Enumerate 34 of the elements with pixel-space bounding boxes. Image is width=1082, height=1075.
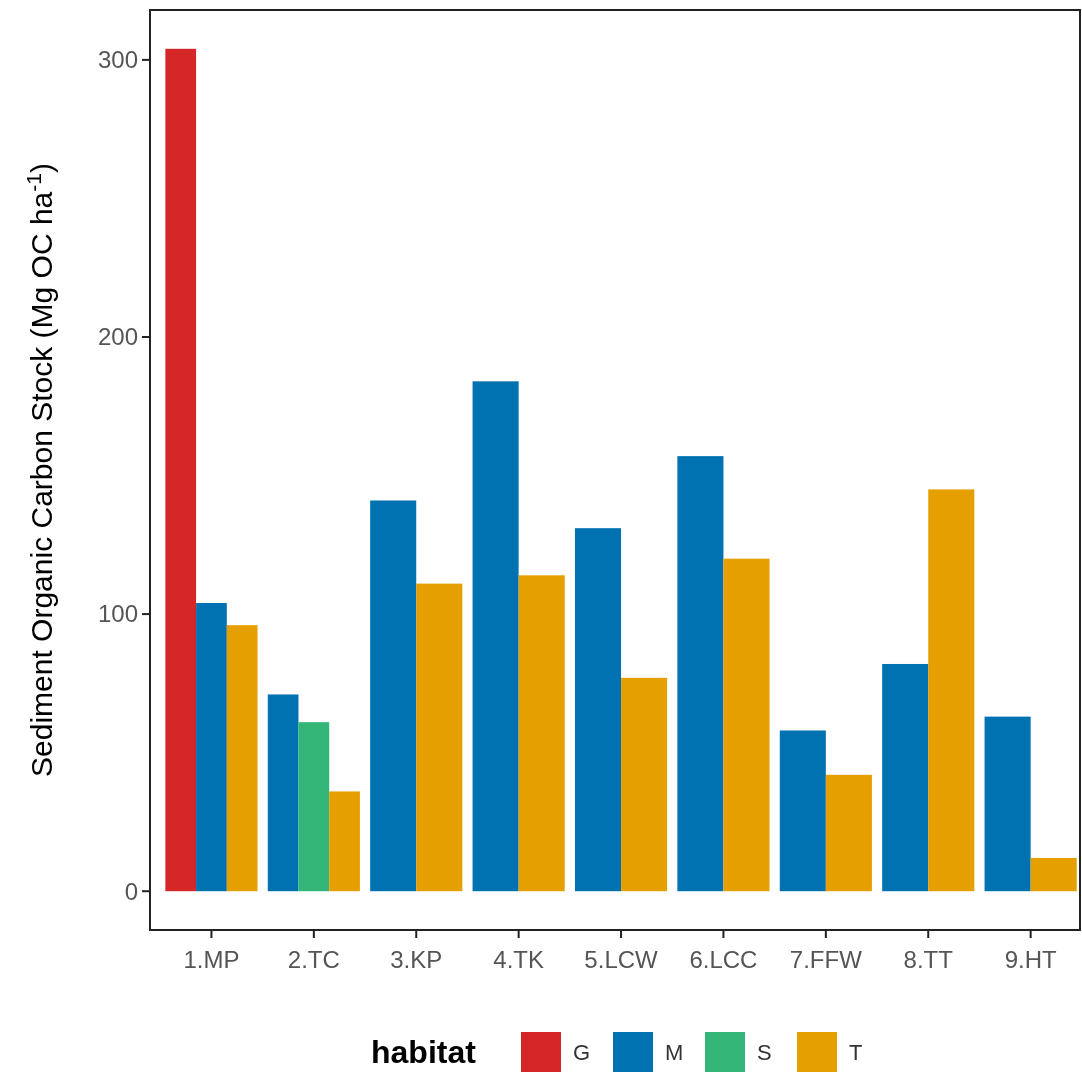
x-tick-label: 4.TK: [493, 946, 544, 973]
bar: [928, 489, 975, 892]
x-tick-label: 9.HT: [1004, 946, 1057, 973]
bar: [370, 500, 417, 892]
y-tick-label: 0: [124, 877, 138, 905]
bar: [677, 456, 724, 892]
y-tick-label: 100: [97, 600, 138, 628]
x-tick-label: 8.TT: [903, 946, 954, 973]
bar: [621, 677, 668, 892]
x-tick-label: 3.KP: [390, 946, 443, 973]
bar: [472, 381, 519, 892]
bar: [825, 774, 872, 892]
x-tick-label: 7.FFW: [789, 946, 863, 973]
bar: [298, 722, 330, 892]
legend-label: T: [849, 1039, 863, 1065]
legend-title: habitat: [371, 1034, 477, 1071]
bar: [165, 48, 197, 892]
bar: [723, 558, 770, 892]
bar: [416, 583, 463, 892]
legend-label: S: [757, 1039, 772, 1065]
x-tick-label: 1.MP: [183, 946, 240, 973]
y-tick-label: 300: [97, 46, 138, 74]
bar: [984, 716, 1031, 892]
x-tick-label: 5.LCW: [584, 946, 659, 973]
legend-label: G: [573, 1039, 591, 1065]
bar: [779, 730, 826, 892]
bar: [518, 575, 565, 892]
x-tick-label: 6.LCC: [689, 946, 758, 973]
bar: [882, 663, 929, 892]
legend-label: M: [665, 1039, 684, 1065]
bar: [1030, 857, 1077, 892]
bar: [574, 528, 622, 892]
x-tick-label: 2.TC: [287, 946, 340, 973]
y-tick-label: 200: [97, 323, 138, 351]
